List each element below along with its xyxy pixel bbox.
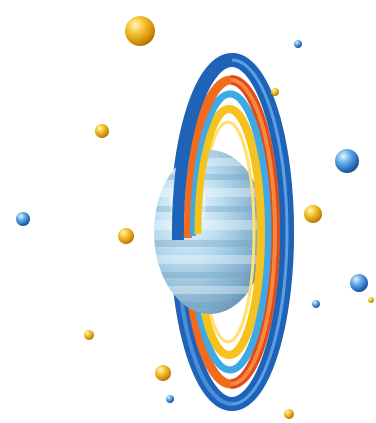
blue-orb [350, 274, 368, 292]
gold-orb [118, 228, 134, 244]
rings-front [171, 53, 294, 411]
blue-orb [335, 149, 359, 173]
blue-orb [16, 212, 30, 226]
blue-orb [166, 395, 174, 403]
blue-orb [294, 40, 302, 48]
gold-orb [304, 205, 322, 223]
gold-orb [284, 409, 294, 419]
gold-orb [84, 330, 94, 340]
blue-orb [312, 300, 320, 308]
gold-orb [95, 124, 109, 138]
gold-orb [125, 16, 155, 46]
gold-orb [368, 297, 374, 303]
gold-orb [155, 365, 171, 381]
gold-orb [271, 88, 279, 96]
